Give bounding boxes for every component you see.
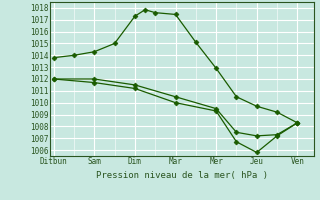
X-axis label: Pression niveau de la mer( hPa ): Pression niveau de la mer( hPa ) <box>96 171 268 180</box>
